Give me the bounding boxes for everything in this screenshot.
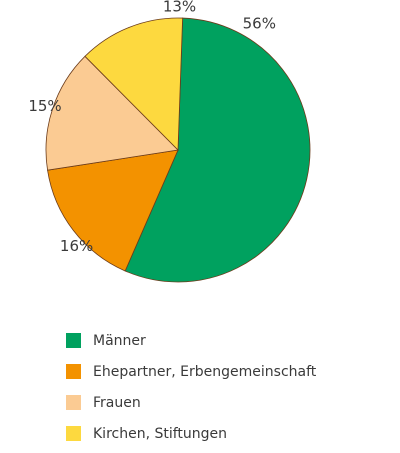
legend-swatch-ehepartner (66, 364, 81, 379)
legend-item-ehepartner: Ehepartner, Erbengemeinschaft (66, 356, 316, 387)
pie-value-labels: 56% 16% 15% 13% (28, 0, 276, 255)
legend-item-frauen: Frauen (66, 387, 316, 418)
legend-label-frauen: Frauen (93, 394, 141, 411)
pie-slice-kirchen (84, 17, 184, 151)
legend-swatch-kirchen (66, 426, 81, 441)
legend-swatch-frauen (66, 395, 81, 410)
legend-label-kirchen: Kirchen, Stiftungen (93, 425, 228, 442)
pie-value-label-kirchen: 13% (163, 0, 196, 16)
pie-slice-ehepartner (47, 149, 179, 272)
pie-slices (45, 17, 311, 283)
legend-label-maenner: Männer (93, 332, 146, 349)
pie-value-label-frauen: 15% (28, 97, 61, 115)
legend-label-ehepartner: Ehepartner, Erbengemeinschaft (93, 363, 317, 380)
legend: Männer Ehepartner, Erbengemeinschaft Fra… (66, 325, 316, 449)
legend-swatch-maenner (66, 333, 81, 348)
pie-value-label-maenner: 56% (243, 14, 276, 32)
pie-value-label-ehepartner: 16% (60, 237, 93, 255)
pie-slice-maenner (124, 17, 311, 283)
legend-item-maenner: Männer (66, 325, 316, 356)
legend-item-kirchen: Kirchen, Stiftungen (66, 418, 316, 449)
pie-slice-frauen (45, 55, 179, 171)
